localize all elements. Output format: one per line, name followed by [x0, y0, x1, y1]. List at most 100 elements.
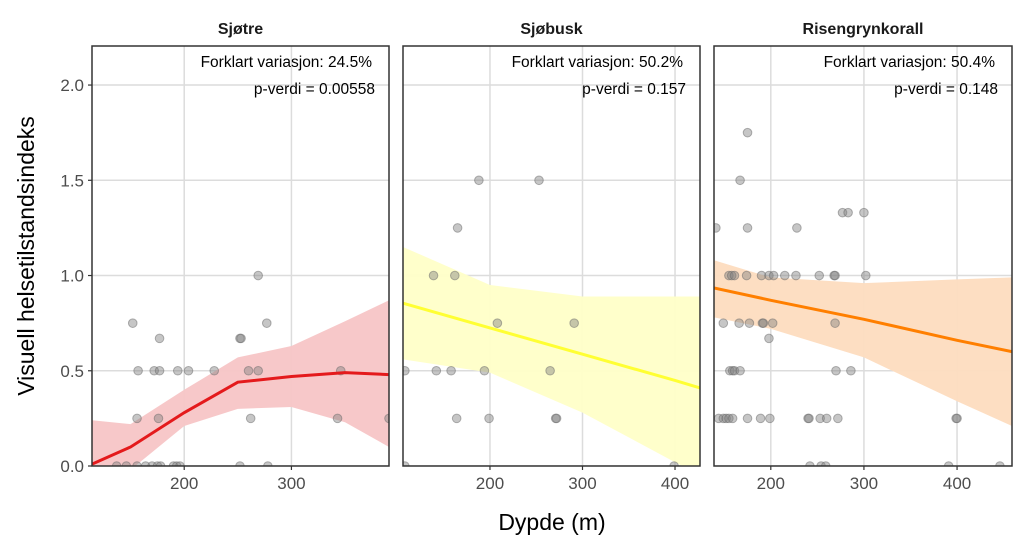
data-point	[235, 461, 245, 466]
data-point	[132, 413, 142, 424]
data-point	[669, 461, 679, 466]
data-point	[534, 175, 544, 186]
data-point	[815, 413, 825, 424]
x-tick-label: 300	[568, 474, 596, 493]
data-point	[474, 175, 484, 186]
data-point	[859, 207, 869, 218]
panel-content	[92, 46, 389, 466]
data-point	[154, 365, 165, 376]
data-point	[995, 461, 1005, 466]
data-point	[545, 365, 555, 376]
data-point	[843, 207, 853, 218]
data-point	[446, 365, 456, 376]
data-point	[403, 461, 410, 466]
data-point	[484, 413, 494, 424]
data-point	[765, 413, 775, 424]
data-point	[846, 365, 856, 376]
data-point	[721, 413, 731, 424]
data-point	[734, 318, 744, 328]
data-point	[236, 333, 246, 344]
data-point	[744, 318, 755, 328]
data-point	[261, 318, 272, 328]
panel-border	[91, 45, 390, 467]
data-point	[735, 175, 745, 186]
x-tick-label: 200	[757, 474, 785, 493]
data-point	[767, 318, 778, 328]
panel-title: Risengrynkorall	[803, 21, 924, 38]
data-point	[821, 413, 832, 424]
data-point	[149, 365, 159, 376]
panel-content	[714, 46, 1012, 466]
confidence-ribbon	[714, 260, 1012, 426]
data-point	[727, 413, 738, 424]
data-point	[758, 318, 769, 328]
y-axis-title: Visuell helsetilstandsindeks	[13, 116, 39, 396]
y-tick-label: 2.0	[60, 76, 84, 95]
data-point	[831, 365, 841, 376]
y-tick-label: 1.0	[60, 267, 84, 286]
data-point	[756, 270, 767, 281]
p-value-label: p-verdi = 0.00558	[254, 81, 375, 98]
data-point	[943, 461, 954, 466]
data-point	[121, 461, 132, 466]
data-point	[431, 365, 442, 376]
x-tick-label: 300	[850, 474, 878, 493]
data-point	[492, 318, 503, 328]
x-axis-title: Dypde (m)	[498, 509, 605, 535]
data-point	[718, 318, 729, 328]
data-point	[792, 223, 802, 233]
panel-title: Sjøbusk	[520, 21, 582, 38]
data-point	[735, 365, 745, 376]
fit-line	[403, 301, 700, 390]
x-tick-label: 200	[476, 474, 504, 493]
data-point	[133, 365, 143, 376]
data-point	[152, 461, 163, 466]
x-tick-label: 200	[170, 474, 198, 493]
panel-title: Sjøtre	[218, 21, 263, 38]
data-point	[245, 413, 256, 424]
explained-variance-label: Forklart variasjon: 24.5%	[201, 54, 373, 71]
data-point	[243, 365, 254, 376]
data-point	[742, 413, 753, 424]
data-point	[742, 223, 753, 233]
p-value-label: p-verdi = 0.157	[582, 81, 686, 98]
data-point	[764, 333, 774, 344]
data-point	[830, 318, 840, 328]
data-point	[755, 413, 766, 424]
data-point	[820, 461, 831, 466]
data-point	[451, 413, 462, 424]
data-point	[154, 333, 165, 344]
data-point	[452, 223, 463, 233]
y-tick-label: 0.5	[60, 362, 84, 381]
data-point	[428, 270, 439, 281]
data-point	[860, 270, 871, 281]
data-point	[714, 223, 721, 233]
data-point	[209, 365, 220, 376]
data-point	[263, 461, 273, 466]
data-point	[830, 270, 840, 281]
panel-border	[713, 45, 1013, 467]
data-point	[741, 270, 752, 281]
panel-0: 200 300 Sjøtre Forklart variasjon: 24.5% p-v…	[91, 21, 390, 493]
data-point	[551, 413, 562, 424]
fit-line	[92, 371, 389, 466]
data-point	[332, 413, 343, 424]
data-point	[175, 461, 185, 466]
data-point	[155, 461, 166, 466]
data-point	[172, 365, 183, 376]
data-point	[153, 413, 164, 424]
data-point	[804, 413, 814, 424]
data-point	[384, 413, 389, 424]
panel-border	[402, 45, 701, 467]
data-point	[724, 413, 734, 424]
data-point	[569, 318, 579, 328]
data-point	[127, 318, 138, 328]
data-point	[805, 461, 815, 466]
data-point	[726, 270, 737, 281]
data-point	[111, 461, 122, 466]
y-tick-label: 1.5	[60, 171, 84, 190]
data-point	[450, 270, 460, 281]
data-point	[952, 413, 962, 424]
confidence-ribbon	[403, 246, 700, 466]
